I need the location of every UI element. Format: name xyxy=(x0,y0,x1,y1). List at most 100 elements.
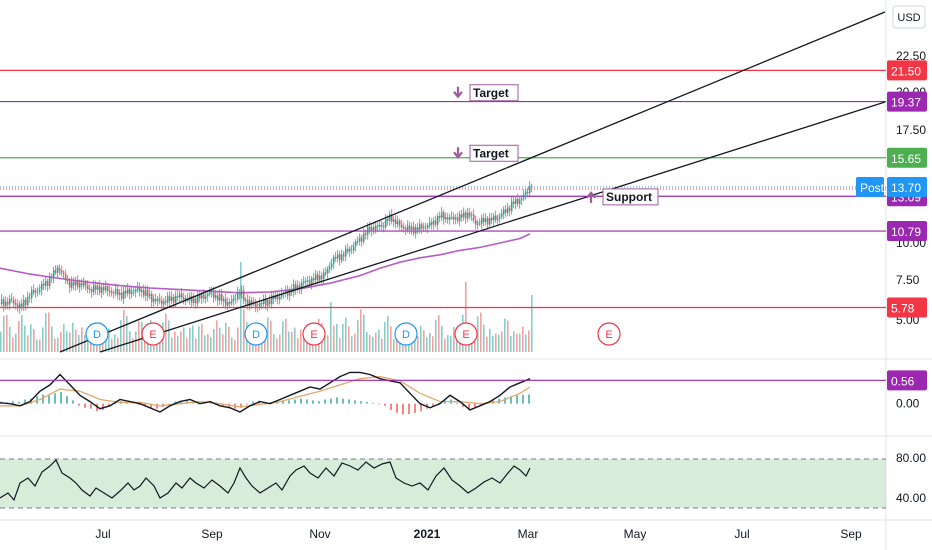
volume-bar xyxy=(324,337,326,352)
macd-bar xyxy=(282,400,284,404)
candle-body xyxy=(379,224,381,227)
candle-body xyxy=(91,289,93,293)
volume-bar xyxy=(123,309,125,352)
candle-body xyxy=(65,274,67,280)
candle-body xyxy=(159,298,161,301)
candle-body xyxy=(31,290,33,298)
volume-bar xyxy=(0,331,2,352)
volume-bar xyxy=(492,336,494,352)
currency-label[interactable]: USD xyxy=(897,12,920,24)
candle-body xyxy=(19,303,21,309)
price-axis-tags[interactable]: 21.5019.3715.6513.5713.0910.795.78Post13… xyxy=(856,60,927,391)
time-axis-ticks: Jul Sep Nov 2021 Mar May Jul Sep xyxy=(95,527,862,541)
candle-body xyxy=(227,301,229,306)
candle-body xyxy=(197,295,199,304)
candle-body xyxy=(259,303,261,308)
macd-bar xyxy=(168,403,170,405)
candle-body xyxy=(423,227,425,229)
macd-bar xyxy=(138,403,140,405)
tag-box xyxy=(887,370,927,391)
macd-line xyxy=(0,371,531,413)
volume-bar xyxy=(117,337,119,352)
event-earnings: E xyxy=(302,322,326,346)
price-tick: 17.50 xyxy=(896,123,926,137)
currency-box[interactable] xyxy=(892,5,926,29)
candle-body xyxy=(247,299,249,306)
volume-bar xyxy=(210,337,212,352)
rsi-band-fill xyxy=(0,459,886,508)
candle-body xyxy=(191,296,193,303)
volume-bar xyxy=(171,337,173,352)
candle-body xyxy=(295,284,297,290)
volume-bar xyxy=(483,324,485,352)
volume-bar xyxy=(9,326,11,352)
volume-bar xyxy=(504,318,506,352)
post-value: 13.70 xyxy=(891,181,921,195)
volume-bar xyxy=(234,339,236,352)
volume-bar xyxy=(183,327,185,352)
tag-label: 15.65 xyxy=(891,152,921,166)
volume-bar xyxy=(243,309,245,352)
candle-body xyxy=(219,294,221,301)
candle-body xyxy=(447,217,449,220)
volume-bar xyxy=(126,316,128,352)
volume-bar xyxy=(267,317,269,352)
macd-bar xyxy=(42,394,44,404)
candle-body xyxy=(385,219,387,228)
volume-bar xyxy=(198,326,200,352)
macd-bar xyxy=(354,400,356,404)
event-badge xyxy=(394,322,418,346)
candle-body xyxy=(147,289,149,297)
volume-bar xyxy=(498,334,500,352)
candle-body xyxy=(395,219,397,225)
time-tick: Sep xyxy=(201,527,223,541)
candle-body xyxy=(213,290,215,298)
candle-body xyxy=(267,300,269,306)
candle-body xyxy=(363,233,365,242)
level-tag: 5.78 xyxy=(887,297,927,318)
volume-bar xyxy=(384,321,386,352)
volume-bar xyxy=(81,327,83,352)
volume-bar xyxy=(231,337,233,352)
candle-body xyxy=(521,198,523,201)
volume-bar xyxy=(138,320,140,352)
candle-body xyxy=(23,299,25,307)
volume-bar xyxy=(363,314,365,352)
volume-bar xyxy=(339,338,341,352)
macd-bar xyxy=(48,395,50,404)
horizontal-levels[interactable] xyxy=(0,69,886,309)
event-letter: D xyxy=(252,329,260,341)
volume-bar xyxy=(237,327,239,352)
volume-bar xyxy=(429,332,431,352)
candle-body xyxy=(99,285,101,293)
volume-bar xyxy=(477,316,479,352)
candle-body xyxy=(371,227,373,232)
candle-body xyxy=(133,291,135,293)
macd-bar xyxy=(306,399,308,404)
candle-body xyxy=(329,266,331,270)
event-letter: E xyxy=(605,329,612,341)
macd-bar xyxy=(438,402,440,404)
trendlines[interactable] xyxy=(59,11,886,353)
annotation-target: Target xyxy=(453,84,519,102)
candle-body xyxy=(375,225,377,231)
volume-bar xyxy=(519,333,521,352)
candle-body xyxy=(161,300,163,305)
volume-bar xyxy=(174,331,176,352)
candle-body xyxy=(471,214,473,216)
volume-bar xyxy=(30,324,32,352)
volume-bar xyxy=(108,328,110,352)
candle-body xyxy=(235,298,237,300)
candle-body xyxy=(195,298,197,304)
volume-bar xyxy=(333,325,335,352)
candle-body xyxy=(117,288,119,295)
candle-body xyxy=(517,198,519,204)
candle-body xyxy=(95,285,97,290)
annotations[interactable]: Target Target Support xyxy=(453,84,659,206)
volume-bar xyxy=(327,335,329,352)
candle-body xyxy=(427,225,429,229)
volume-bar xyxy=(228,326,230,352)
candle-body xyxy=(377,224,379,226)
